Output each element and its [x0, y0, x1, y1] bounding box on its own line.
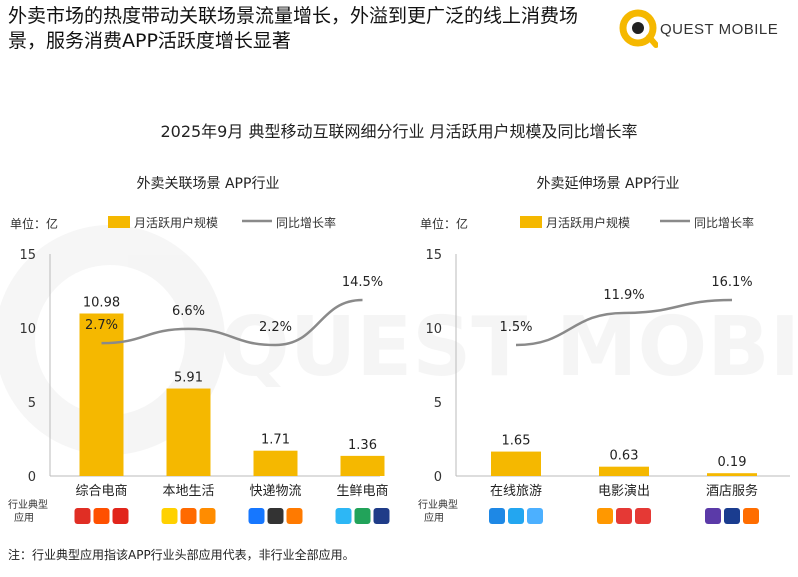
right-bar-value-label: 0.63 — [610, 449, 639, 464]
left-y-tick-label: 5 — [28, 396, 36, 411]
left-bar-value-label: 1.36 — [348, 438, 377, 453]
right-bar — [491, 451, 541, 476]
left-app-icon — [335, 508, 352, 524]
left-app-icon — [180, 508, 197, 524]
left-growth-label: 2.7% — [85, 318, 118, 333]
right-category-label: 电影演出 — [598, 483, 650, 499]
right-bar — [707, 473, 757, 476]
right-legend-line-label: 同比增长率 — [694, 215, 754, 230]
left-app-icon — [161, 508, 178, 524]
left-bar — [340, 455, 385, 476]
left-app-icon — [74, 508, 91, 524]
left-chart-title: 外卖关联场景 APP行业 — [137, 176, 280, 192]
left-category-label: 本地生活 — [162, 484, 214, 499]
left-unit-label: 单位：亿 — [10, 216, 58, 231]
right-category-label: 酒店服务 — [706, 483, 758, 499]
right-y-tick-label: 5 — [434, 396, 442, 411]
right-y-tick-label: 15 — [425, 248, 442, 263]
quest-mobile-logo-icon — [619, 9, 659, 48]
right-growth-label: 16.1% — [711, 275, 752, 290]
left-app-icon — [267, 508, 284, 524]
left-row-label: 行业典型应用 — [8, 498, 48, 524]
left-app-icon — [248, 508, 265, 524]
headline: 外卖市场的热度带动关联场景流量增长，外溢到更广泛的线上消费场景，服务消费APP活… — [8, 5, 579, 52]
right-app-icon — [724, 508, 740, 524]
left-category-label: 综合电商 — [75, 484, 127, 499]
right-app-icon — [616, 508, 632, 524]
footnote: 注：行业典型应用指该APP行业头部应用代表，非行业全部应用。 — [8, 548, 355, 562]
left-growth-label: 6.6% — [172, 304, 205, 319]
left-bar-value-label: 5.91 — [174, 371, 203, 386]
right-category-label: 在线旅游 — [490, 484, 542, 499]
chart-marks: 0 5 10 15 10.98 综合电商 5.91 本地生活 1.71 快递物流 1.36 生鲜电商 2… — [19, 248, 790, 524]
left-category-label: 生鲜电商 — [336, 484, 388, 499]
right-app-icon — [705, 508, 721, 524]
right-bar — [599, 466, 649, 476]
right-chart-title: 外卖延伸场景 APP行业 — [537, 176, 680, 192]
right-bar-value-label: 1.65 — [502, 434, 531, 449]
right-unit-label: 单位：亿 — [420, 216, 468, 231]
left-y-tick-label: 15 — [19, 248, 36, 263]
right-row-label: 行业典型应用 — [418, 498, 458, 524]
right-y-tick-label: 0 — [434, 470, 442, 485]
left-app-icon — [373, 508, 390, 524]
left-bar-value-label: 1.71 — [261, 433, 290, 448]
chart-title: 2025年9月 典型移动互联网细分行业 月活跃用户规模及同比增长率 — [160, 122, 638, 141]
left-category-label: 快递物流 — [249, 484, 301, 499]
left-bar — [253, 450, 298, 476]
right-legend-bar-label: 月活跃用户规模 — [546, 215, 630, 230]
left-app-icon — [286, 508, 303, 524]
left-y-tick-label: 0 — [28, 470, 36, 485]
right-app-icon — [597, 508, 613, 524]
left-legend-line-label: 同比增长率 — [276, 215, 336, 230]
left-y-tick-label: 10 — [19, 322, 36, 337]
left-growth-label: 14.5% — [342, 275, 383, 290]
left-legend-bar-swatch — [108, 216, 130, 228]
left-growth-label: 2.2% — [259, 320, 292, 335]
row-label-line-1: 行业典型 — [8, 498, 48, 511]
right-y-tick-label: 10 — [425, 322, 442, 337]
right-app-icon — [635, 508, 651, 524]
right-growth-line — [515, 298, 733, 347]
right-legend-bar-swatch — [520, 216, 542, 228]
left-bar-value-label: 10.98 — [83, 295, 120, 310]
left-app-icon — [354, 508, 371, 524]
left-app-icon — [93, 508, 110, 524]
left-app-icon — [112, 508, 129, 524]
right-app-icon — [527, 508, 543, 524]
right-app-icon — [743, 508, 759, 524]
left-legend-bar-label: 月活跃用户规模 — [134, 215, 218, 230]
brand-name: QUEST MOBILE — [660, 21, 779, 38]
right-app-icon — [489, 508, 505, 524]
left-bar — [166, 388, 211, 476]
quest-mobile-logo: QUEST MOBILE — [618, 8, 793, 48]
left-app-icon — [199, 508, 216, 524]
right-bar-value-label: 0.19 — [718, 455, 747, 470]
row-label-line-2: 应用 — [14, 511, 34, 524]
left-growth-line — [101, 298, 363, 347]
right-app-icon — [508, 508, 524, 524]
left-bar — [79, 313, 124, 476]
right-growth-label: 1.5% — [499, 320, 532, 335]
right-growth-label: 11.9% — [603, 288, 644, 303]
